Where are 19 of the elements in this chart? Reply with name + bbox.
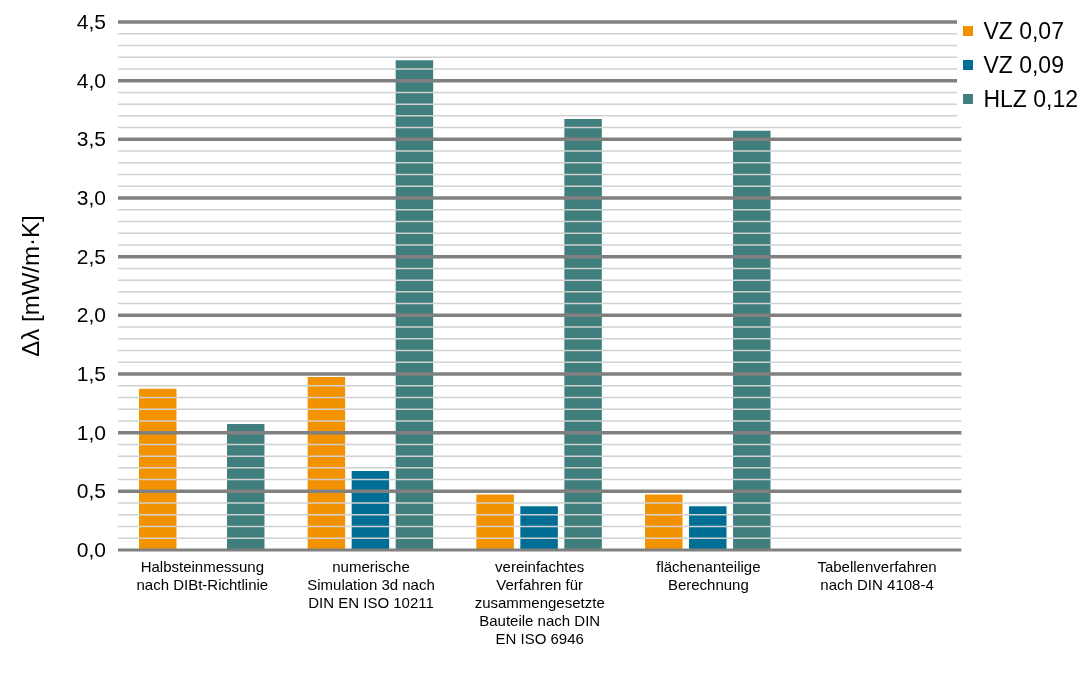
y-tick-label: 2,5 [76,244,106,268]
legend-label: VZ 0,07 [983,17,1064,46]
y-tick-label: 3,5 [76,127,106,151]
x-tick-label: vereinfachtes Verfahren für zusammengesetzte Bauteile nach DIN EN ISO 6946 [474,558,605,647]
x-tick-label: Halbsteinmessung nach DIBt-Richtlinie [136,558,269,593]
y-tick-label: 1,5 [76,362,106,385]
x-tick-label: Tabellenverfahren nach DIN 4108-4 [817,558,937,593]
legend-label: HLZ 0,12 [983,85,1078,114]
y-axis-title: Δλ [mW/m·K] [16,215,44,357]
y-tick-label: 4,5 [76,10,106,33]
y-tick-label: 0,0 [76,538,106,561]
legend-label: VZ 0,09 [983,51,1064,80]
y-tick-label: 3,0 [76,186,106,209]
y-tick-label: 4,0 [76,68,106,92]
y-tick-label: 0,5 [76,479,106,503]
x-tick-label: numerische Simulation 3d nach DIN EN ISO 10211 [307,558,435,611]
x-tick-label: flächenanteilige Berechnung [656,558,761,593]
y-tick-label: 2,0 [76,303,106,327]
y-tick-label: 1,0 [76,420,106,444]
